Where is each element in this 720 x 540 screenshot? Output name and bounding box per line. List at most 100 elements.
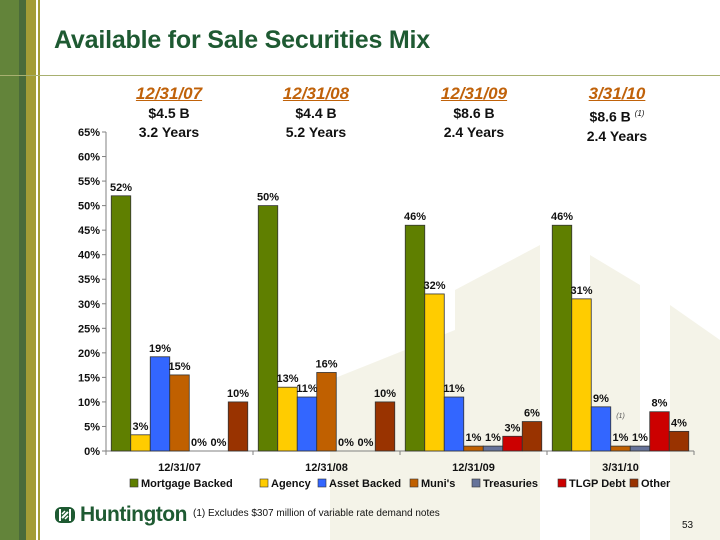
period-duration: 5.2 Years [285,124,347,140]
footnote-marker: (1) [634,109,645,118]
period-header-2: 12/31/08 $4.4 B 5.2 Years [246,84,386,142]
x-tick-label: 12/31/09 [452,462,495,474]
bar-treasuries [482,445,504,452]
data-label: 0% [211,437,227,449]
y-tick-label: 60% [78,152,100,164]
data-label: 0% [338,437,354,449]
y-tick-label: 25% [78,323,100,335]
bar-agency [424,293,445,452]
bar-asset-backed [443,396,465,452]
x-tick-label: 12/31/07 [158,462,201,474]
bar-asset-backed [296,396,318,452]
data-label: 52% [110,182,132,194]
bar-muni-s [610,445,631,452]
y-tick-label: 35% [78,274,100,286]
data-label: 9% [593,393,609,405]
bar-asset-backed [149,356,171,452]
data-label: 16% [315,358,337,370]
y-tick-label: 65% [78,127,100,139]
period-duration: 3.2 Years [138,124,200,140]
data-label: 6% [524,408,540,420]
data-label: 1% [613,432,629,444]
legend-swatch [557,478,567,488]
y-tick-label: 20% [78,348,100,360]
y-tick-label: 55% [78,176,100,188]
bar-agency [571,298,592,452]
legend-swatch [317,478,327,488]
bar-agency [277,386,298,452]
data-label: 1% [485,432,501,444]
period-amount: $4.4 B [295,105,337,121]
data-label: 31% [570,285,592,297]
data-label: 13% [276,373,298,385]
y-tick-label: 0% [84,446,100,458]
x-tick-label: 3/31/10 [602,462,639,474]
decorative-stripe [19,0,26,540]
y-tick-label: 45% [78,225,100,237]
data-label: 0% [358,437,374,449]
period-date: 12/31/08 [282,84,350,103]
data-label: 11% [296,383,318,395]
data-label: 1% [632,432,648,444]
bar-agency [130,434,151,452]
page-number: 53 [682,520,694,531]
data-label: 10% [374,388,396,400]
bar-other [521,421,543,452]
bar-treasuries [629,445,651,452]
y-tick-label: 50% [78,201,100,213]
legend-swatch [409,478,419,488]
bar-tlgp-debt [502,435,523,452]
decorative-stripe [36,0,38,540]
title-divider [0,75,720,76]
data-label: 0% [191,437,207,449]
legend-swatch [471,478,481,488]
legend-label: Other [641,478,671,490]
data-label: 3% [505,422,521,434]
data-label: 3% [133,421,149,433]
huntington-logo-icon [55,507,75,523]
data-label: 4% [671,417,687,429]
bar-mortgage-backed [257,205,279,452]
legend-label: Treasuries [483,478,538,490]
bar-asset-backed [590,406,612,452]
bar-muni-s [316,372,337,452]
decorative-stripe [0,0,19,540]
data-label: 19% [149,343,171,355]
period-amount: $8.6 B [589,108,631,125]
period-header-1: 12/31/07 $4.5 B 3.2 Years [99,84,239,142]
bar-mortgage-backed [404,224,426,452]
bar-other [668,430,690,452]
footnote: (1) Excludes $307 million of variable ra… [193,508,440,519]
y-tick-label: 10% [78,397,100,409]
period-date: 3/31/10 [588,84,646,103]
bar-tlgp-debt [649,411,670,452]
period-duration: 2.4 Years [443,124,505,140]
legend-swatch [259,478,269,488]
data-label: 10% [227,388,249,400]
huntington-logo: Huntington [54,503,187,527]
data-label: 46% [551,211,573,223]
data-label: 8% [652,398,668,410]
decorative-stripe [38,0,40,540]
legend-swatch [629,478,639,488]
logo-wordmark: Huntington [80,503,187,526]
data-label: 46% [404,211,426,223]
legend-swatch [129,478,139,488]
slide-title: Available for Sale Securities Mix [54,26,430,54]
legend-label: Muni's [421,478,455,490]
y-tick-label: 30% [78,299,100,311]
bar-other [227,401,249,452]
legend-label: Asset Backed [329,478,401,490]
legend-label: TLGP Debt [569,478,626,490]
legend-label: Agency [271,478,312,490]
y-tick-label: 15% [78,372,100,384]
legend-label: Mortgage Backed [141,478,233,490]
data-label: 15% [168,361,190,373]
y-tick-label: 5% [84,421,100,433]
period-date: 12/31/09 [440,84,508,103]
period-duration: 2.4 Years [586,127,648,144]
period-header-4: 3/31/10 $8.6 B (1) 2.4 Years [547,84,687,146]
data-label: 1% [466,432,482,444]
bar-muni-s [169,374,190,452]
